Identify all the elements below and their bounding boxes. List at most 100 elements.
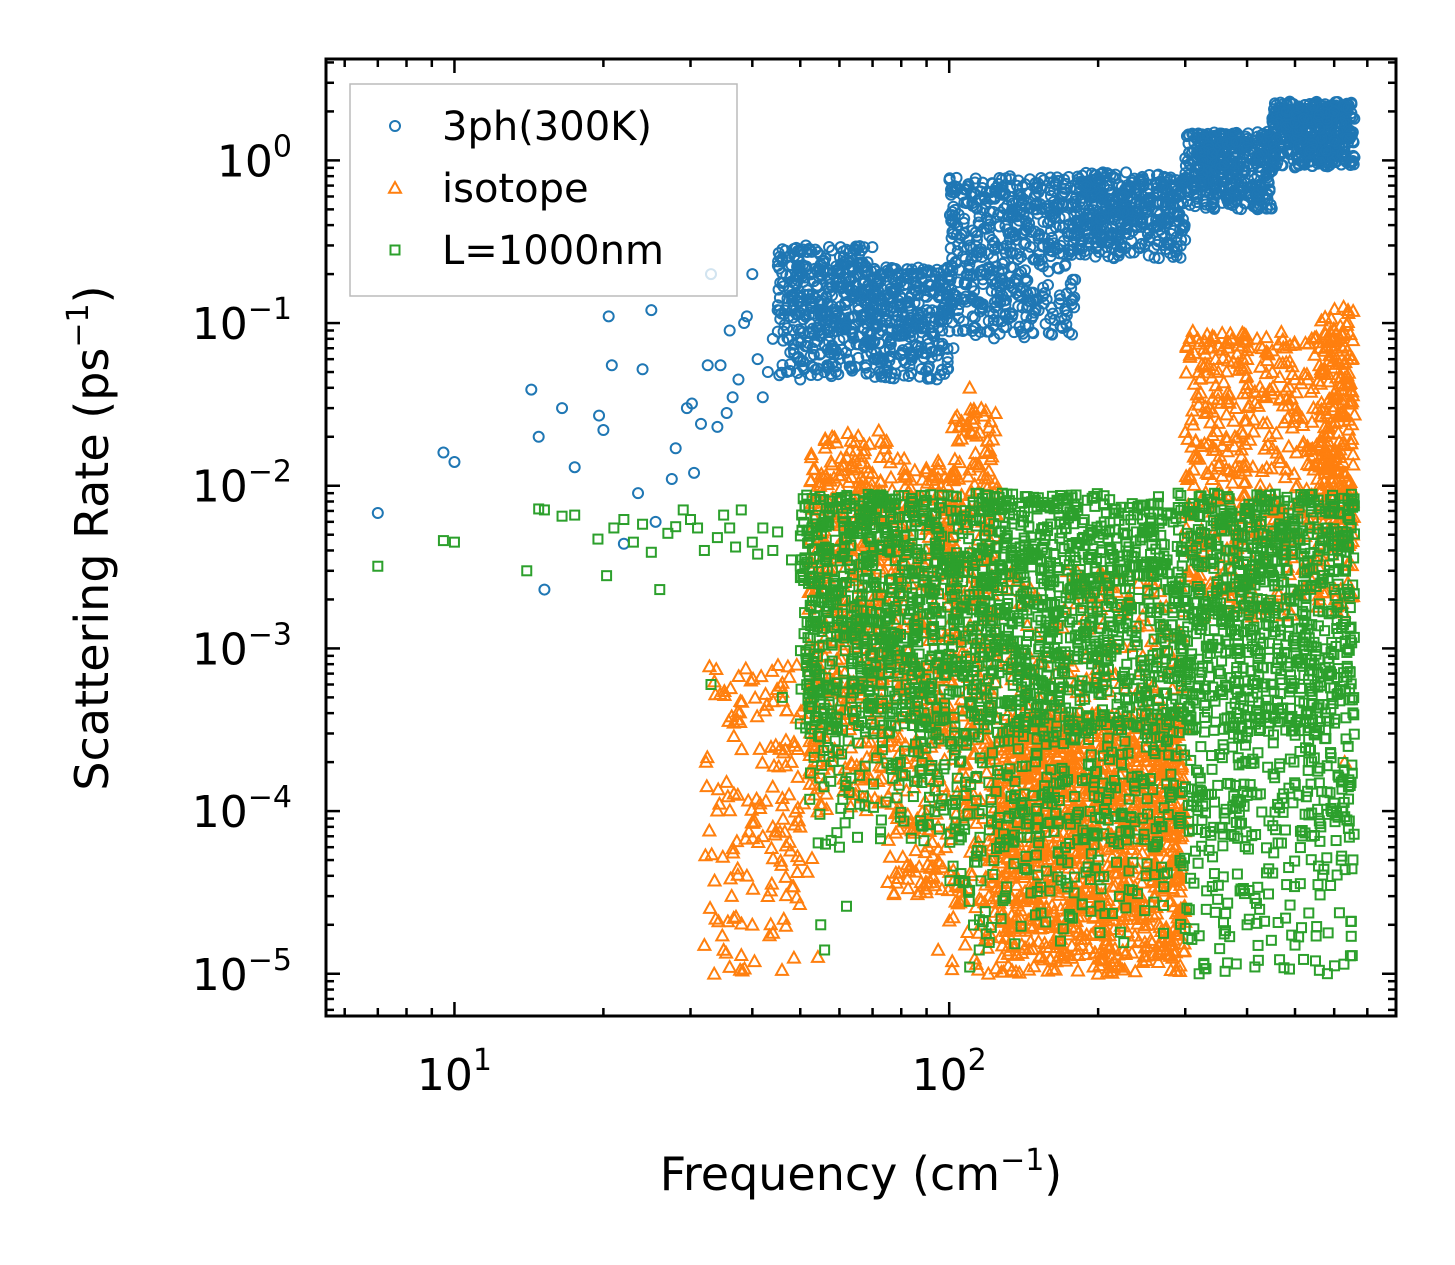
triangle-point (1294, 409, 1310, 424)
triangle-point (1170, 903, 1186, 917)
circle-point (932, 321, 945, 334)
triangle-point (723, 887, 740, 902)
triangle-point (1070, 962, 1086, 977)
triangle-point (945, 909, 961, 924)
triangle-point (1336, 465, 1352, 480)
triangle-point (820, 435, 837, 450)
triangle-point (1131, 615, 1147, 630)
triangle-point (1167, 962, 1184, 977)
triangle-point (764, 662, 780, 677)
circle-point (876, 324, 889, 337)
circle-point (937, 304, 950, 317)
triangle-point (861, 435, 878, 450)
circle-point (979, 197, 992, 210)
triangle-point (1010, 897, 1026, 912)
triangle-point (1129, 910, 1146, 925)
triangle-point (774, 674, 791, 689)
triangle-point (1189, 330, 1206, 345)
circle-point (958, 276, 971, 289)
triangle-point (729, 860, 746, 875)
triangle-point (942, 467, 959, 482)
circle-point (908, 296, 921, 309)
triangle-point (1260, 346, 1277, 361)
circle-point (794, 325, 807, 338)
triangle-point (1263, 460, 1280, 475)
triangle-point (1174, 758, 1190, 773)
triangle-point (725, 844, 741, 859)
triangle-point (1131, 574, 1147, 589)
circle-point (773, 291, 786, 304)
triangle-point (826, 469, 842, 484)
circle-point (1066, 328, 1079, 341)
triangle-point (1031, 949, 1048, 964)
triangle-point (1312, 375, 1329, 390)
circle-point (1054, 320, 1067, 333)
triangle-point (696, 937, 713, 951)
triangle-point (925, 868, 941, 882)
triangle-point (745, 880, 761, 895)
triangle-point (1214, 468, 1230, 482)
triangle-point (1245, 423, 1262, 438)
triangle-point (734, 693, 750, 708)
triangle-point (1083, 927, 1099, 941)
triangle-point (1169, 872, 1186, 886)
triangle-point (918, 460, 935, 475)
triangle-point (1077, 733, 1093, 748)
triangle-point (1261, 381, 1278, 396)
circle-point (852, 261, 865, 274)
circle-point (941, 356, 954, 369)
triangle-point (864, 465, 881, 480)
triangle-point (982, 927, 999, 941)
circle-point (921, 266, 934, 279)
circle-point (786, 324, 799, 337)
triangle-point (716, 683, 733, 698)
triangle-point (908, 842, 924, 857)
triangle-point (883, 565, 900, 579)
triangle-point (880, 787, 896, 802)
triangle-point (802, 775, 818, 790)
triangle-point (1136, 948, 1152, 963)
triangle-point (1017, 939, 1033, 954)
triangle-point (1164, 942, 1181, 957)
triangle-point (1316, 419, 1333, 434)
circle-point (1062, 326, 1075, 339)
triangle-point (1253, 337, 1269, 352)
circle-point (885, 332, 898, 345)
triangle-point (1090, 965, 1106, 980)
triangle-point (930, 461, 947, 476)
circle-point (933, 278, 946, 291)
triangle-point (880, 733, 897, 748)
triangle-point (1259, 415, 1275, 429)
triangle-point (706, 965, 722, 980)
circle-point (791, 352, 804, 365)
circle-point (913, 370, 926, 383)
triangle-point (702, 900, 718, 914)
triangle-point (1325, 465, 1341, 480)
triangle-point (1288, 384, 1305, 399)
circle-point (952, 304, 965, 317)
circle-point (967, 321, 980, 334)
circle-point (930, 373, 943, 386)
triangle-point (983, 413, 999, 428)
circle-point (883, 343, 896, 356)
triangle-point (1294, 437, 1311, 452)
triangle-point (853, 455, 870, 470)
triangle-point (1184, 438, 1200, 453)
triangle-point (1134, 747, 1150, 762)
triangle-point (988, 960, 1004, 975)
triangle-point (792, 896, 808, 910)
triangle-point (914, 471, 931, 486)
triangle-point (884, 795, 900, 810)
triangle-point (792, 818, 808, 833)
circle-point (1065, 294, 1078, 307)
triangle-point (1022, 917, 1038, 932)
circle-point (815, 269, 828, 282)
triangle-point (1268, 425, 1284, 440)
triangle-point (781, 669, 797, 683)
triangle-point (1027, 766, 1044, 781)
triangle-point (1316, 363, 1332, 378)
triangle-point (1247, 394, 1263, 409)
triangle-point (767, 826, 783, 841)
triangle-point (1192, 370, 1209, 385)
triangle-point (1302, 457, 1318, 472)
